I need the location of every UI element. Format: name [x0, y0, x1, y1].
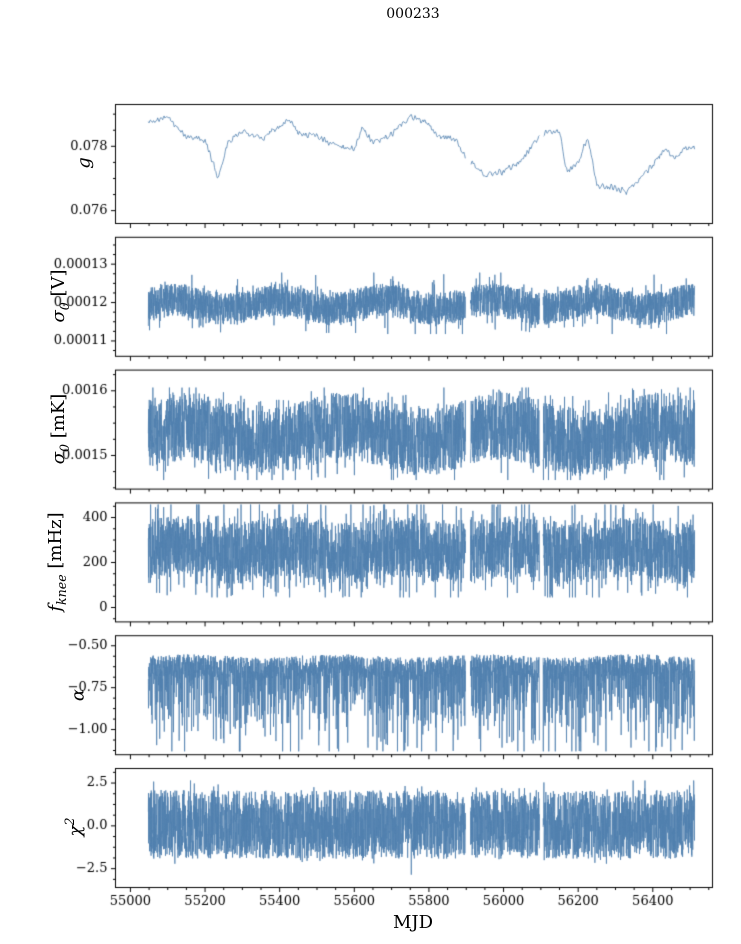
ylabel-main: σ: [48, 452, 70, 465]
ylabel-unit: [mHz]: [45, 512, 67, 575]
ylabel-sup: 2: [62, 817, 77, 826]
ylabel-main: f: [45, 605, 67, 612]
ylabel-sub: knee: [53, 574, 69, 605]
ylabel-unit: [mK]: [48, 393, 70, 444]
ylabel-unit: [V]: [48, 269, 70, 303]
ylabel-main: σ: [48, 310, 70, 323]
ylabel-main: α: [67, 688, 89, 702]
ylabel-main: g: [73, 157, 95, 169]
ylabel-sub: 0: [56, 302, 72, 311]
y-axis-label-chi2: χ2: [62, 818, 86, 837]
ylabel-main: χ: [65, 825, 86, 837]
x-axis-label: MJD: [392, 912, 434, 933]
ylabel-sub: 0: [56, 443, 72, 453]
y-axis-label-fknee: fknee [mHz]: [45, 512, 69, 611]
y-axis-label-g: g: [74, 157, 95, 169]
y-axis-label-alpha: α: [68, 689, 89, 701]
y-axis-label-sigma0-v: σ0 [V]: [48, 269, 72, 322]
y-axis-label-sigma0-mk: σ0 [mK]: [48, 394, 72, 465]
